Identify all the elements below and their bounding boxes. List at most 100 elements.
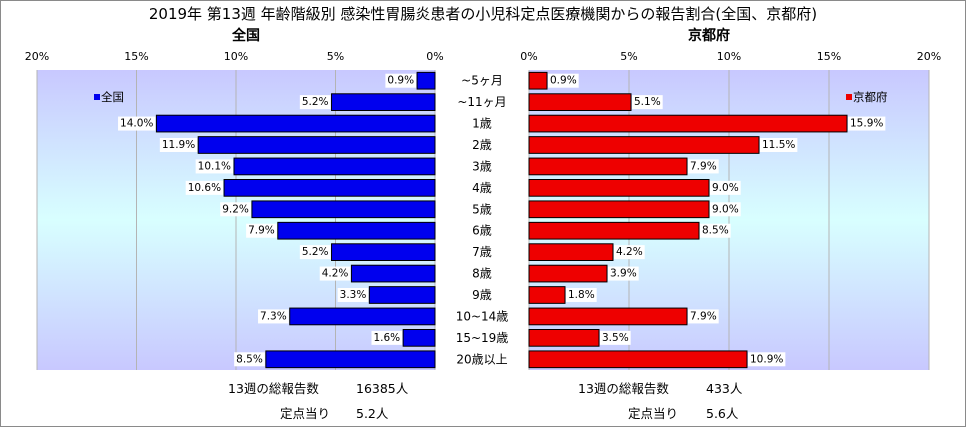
kyoto-bar — [528, 264, 608, 283]
age-category-label: 10~14歳 — [456, 309, 509, 323]
national-per-site-label: 定点当り — [280, 406, 330, 421]
kyoto-x-tick-label: 10% — [717, 50, 741, 63]
age-category-label: 8歳 — [472, 267, 492, 281]
kyoto-value-label: 4.2% — [616, 246, 643, 258]
national-value-label: 7.9% — [248, 225, 275, 237]
kyoto-total-label: 13週の総報告数 — [578, 381, 669, 396]
national-value-label: 10.1% — [198, 160, 231, 172]
kyoto-bar — [528, 71, 548, 90]
national-value-label-bg — [299, 95, 331, 110]
kyoto-bar — [528, 307, 688, 326]
age-category-label: 4歳 — [472, 181, 492, 195]
age-category-label: 7歳 — [472, 245, 492, 259]
national-value-label-bg — [371, 330, 403, 345]
national-value-label-bg — [159, 138, 198, 152]
national-value-label-bg — [185, 180, 224, 195]
kyoto-bar — [528, 243, 614, 262]
chart-title: 2019年 第13週 年齢階級別 感染性胃腸炎患者の小児科定点医療機関からの報告… — [149, 5, 817, 23]
kyoto-value-label-bg — [614, 245, 645, 260]
kyoto-value-label-bg — [632, 95, 663, 110]
kyoto-value-label: 10.9% — [750, 353, 783, 365]
national-bars — [155, 71, 436, 369]
national-x-tick-label: 5% — [327, 50, 344, 63]
kyoto-value-label: 7.9% — [690, 310, 717, 322]
age-category-label: 15~19歳 — [456, 331, 509, 345]
kyoto-bar — [528, 221, 700, 240]
kyoto-legend-label: 京都府 — [853, 90, 888, 104]
national-bar — [368, 286, 436, 304]
national-bar — [265, 350, 436, 369]
kyoto-bar — [528, 157, 688, 176]
national-bar — [277, 221, 436, 240]
national-panel-title: 全国 — [231, 27, 260, 44]
national-bar — [331, 93, 436, 111]
national-total-value: 16385人 — [356, 381, 409, 396]
kyoto-bar — [528, 93, 632, 111]
national-bar — [251, 200, 436, 219]
national-value-labels: 0.9% 5.2% 14.0% 11.9%10.1% 10.6%9.2% 7.9% 5.2%… — [118, 73, 417, 367]
national-total-label: 13週の総報告数 — [228, 381, 319, 396]
age-category-label: 5歳 — [472, 202, 492, 216]
national-bar — [155, 114, 436, 133]
kyoto-value-label: 9.0% — [712, 203, 739, 215]
national-value-label: 1.6% — [373, 332, 400, 344]
kyoto-legend: 京都府 — [846, 90, 888, 104]
national-value-label-bg — [220, 202, 251, 217]
age-category-label: 9歳 — [472, 288, 492, 302]
national-value-label-bg — [385, 73, 417, 88]
age-category-label: 6歳 — [472, 224, 492, 238]
national-legend: 全国 — [94, 90, 124, 104]
kyoto-value-label: 15.9% — [850, 118, 883, 130]
kyoto-value-label-bg — [710, 202, 741, 217]
national-bar — [223, 179, 436, 197]
kyoto-legend-swatch — [846, 94, 852, 100]
national-value-label: 10.6% — [188, 182, 221, 194]
kyoto-value-labels: 0.9% 5.1% 15.9% 11.5% 7.9% 9.0% 9.0% 8.5% 4.2% 3.… — [548, 73, 886, 367]
kyoto-per-site-value: 5.6人 — [706, 406, 739, 421]
national-value-label: 3.3% — [340, 289, 367, 301]
national-x-tick-label: 20% — [25, 50, 49, 63]
kyoto-value-label-bg — [848, 116, 886, 131]
age-category-labels: ~5ヶ月 ~11ヶ月 1歳 2歳 3歳 4歳 5歳 6歳 7歳 8歳 9歳 10~14歳 15~19歳 2… — [456, 74, 509, 367]
national-value-label-bg — [195, 159, 234, 174]
kyoto-value-label: 0.9% — [550, 75, 577, 87]
national-value-label: 0.9% — [387, 75, 414, 87]
kyoto-bar — [528, 286, 566, 304]
kyoto-bar — [528, 136, 760, 154]
national-bar — [402, 329, 436, 347]
national-bar — [350, 264, 436, 283]
national-x-tick-label: 0% — [426, 50, 443, 63]
kyoto-bars — [528, 71, 848, 369]
kyoto-value-label: 9.0% — [712, 182, 739, 194]
national-value-label-bg — [319, 266, 351, 281]
kyoto-total-value: 433人 — [706, 381, 743, 396]
kyoto-value-label: 11.5% — [762, 139, 795, 151]
national-bar — [331, 243, 436, 262]
kyoto-value-label-bg — [688, 159, 719, 174]
national-value-label: 11.9% — [162, 139, 195, 151]
national-value-label-bg — [299, 245, 331, 260]
national-legend-label: 全国 — [101, 90, 124, 104]
kyoto-value-label-bg — [700, 223, 731, 238]
kyoto-value-label: 8.5% — [702, 225, 729, 237]
age-category-label: 2歳 — [472, 138, 492, 152]
age-category-label: 20歳以上 — [456, 352, 507, 366]
national-value-label-bg — [258, 309, 289, 324]
age-category-label: 1歳 — [472, 117, 492, 131]
national-bar — [289, 307, 436, 326]
national-bar — [197, 136, 436, 154]
kyoto-value-label: 3.9% — [610, 268, 637, 280]
kyoto-value-label-bg — [748, 352, 786, 367]
national-x-tick-label: 15% — [124, 50, 148, 63]
kyoto-per-site-label: 定点当り — [628, 406, 678, 421]
national-value-label: 5.2% — [302, 246, 329, 258]
national-value-label: 9.2% — [222, 203, 249, 215]
national-value-label: 8.5% — [236, 353, 263, 365]
national-value-label: 5.2% — [302, 96, 329, 108]
age-category-label: 3歳 — [472, 159, 492, 173]
kyoto-bar — [528, 114, 848, 133]
kyoto-bar — [528, 200, 710, 219]
national-x-tick-label: 10% — [224, 50, 248, 63]
kyoto-value-label-bg — [688, 309, 719, 324]
